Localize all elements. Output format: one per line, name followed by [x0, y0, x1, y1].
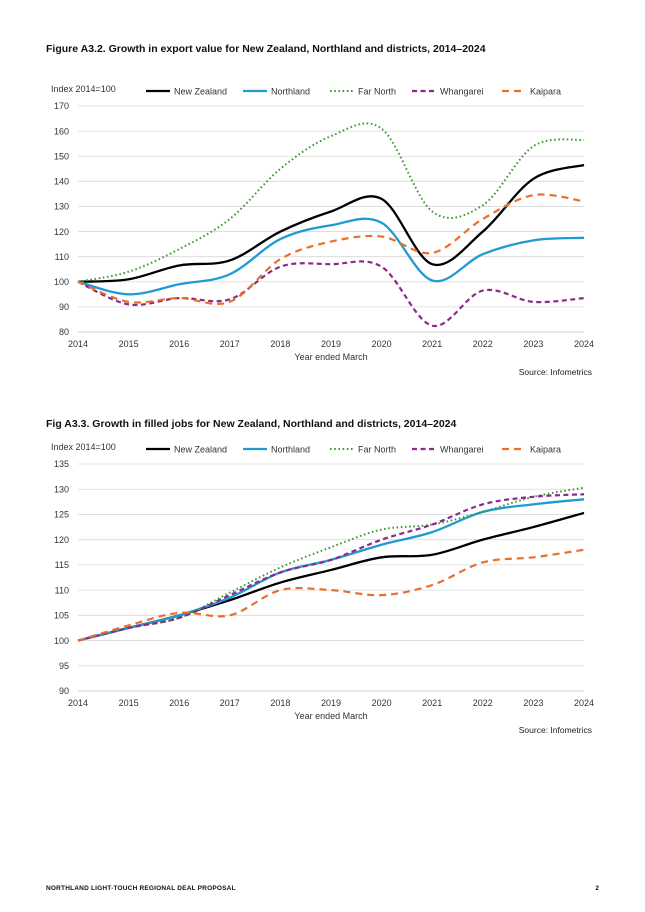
legend-label-new-zealand: New Zealand — [174, 87, 227, 97]
y-tick-label-120: 120 — [54, 535, 69, 545]
x-tick-label-2024: 2024 — [574, 698, 594, 708]
y-tick-label-90: 90 — [59, 686, 69, 696]
y-tick-label-105: 105 — [54, 611, 69, 621]
y-tick-label-130: 130 — [54, 202, 69, 212]
y-tick-label-125: 125 — [54, 510, 69, 520]
x-tick-label-2023: 2023 — [523, 698, 543, 708]
x-tick-label-2014: 2014 — [68, 698, 88, 708]
y-tick-label-150: 150 — [54, 151, 69, 161]
series-line-whangarei — [77, 493, 585, 642]
x-axis-label: Year ended March — [294, 711, 367, 721]
x-axis-label: Year ended March — [294, 352, 367, 362]
x-tick-label-2024: 2024 — [574, 339, 594, 349]
figure-a3-2-title: Figure A3.2. Growth in export value for … — [46, 43, 486, 55]
x-tick-label-2015: 2015 — [119, 339, 139, 349]
x-tick-label-2020: 2020 — [372, 339, 392, 349]
x-tick-label-2016: 2016 — [169, 698, 189, 708]
y-tick-label-130: 130 — [54, 484, 69, 494]
x-tick-label-2021: 2021 — [422, 698, 442, 708]
legend-label-whangarei: Whangarei — [440, 87, 484, 97]
figure-a3-2-source: Source: Infometrics — [518, 367, 592, 377]
y-axis-label: Index 2014=100 — [51, 442, 116, 452]
y-tick-label-95: 95 — [59, 661, 69, 671]
x-tick-label-2020: 2020 — [372, 698, 392, 708]
y-tick-label-100: 100 — [54, 636, 69, 646]
series-line-far-north — [77, 122, 585, 283]
figure-a3-3-title: Fig A3.3. Growth in filled jobs for New … — [46, 418, 457, 430]
x-tick-label-2022: 2022 — [473, 698, 493, 708]
y-tick-label-160: 160 — [54, 126, 69, 136]
figure-a3-3-source: Source: Infometrics — [518, 725, 592, 735]
legend-label-northland: Northland — [271, 87, 310, 97]
y-tick-label-140: 140 — [54, 177, 69, 187]
y-tick-label-135: 135 — [54, 459, 69, 469]
y-axis-label: Index 2014=100 — [51, 84, 116, 94]
series-line-northland — [77, 217, 585, 296]
page-number: 2 — [595, 885, 599, 892]
x-tick-label-2019: 2019 — [321, 339, 341, 349]
y-tick-label-100: 100 — [54, 277, 69, 287]
x-tick-label-2017: 2017 — [220, 698, 240, 708]
legend-label-new-zealand: New Zealand — [174, 445, 227, 455]
document-footer-title: NORTHLAND LIGHT-TOUCH REGIONAL DEAL PROP… — [46, 885, 236, 892]
y-tick-label-110: 110 — [55, 585, 69, 595]
series-line-whangarei — [77, 260, 585, 327]
legend-label-kaipara: Kaipara — [530, 87, 561, 97]
x-tick-label-2018: 2018 — [270, 698, 290, 708]
series-line-kaipara — [77, 193, 585, 306]
legend-label-whangarei: Whangarei — [440, 445, 484, 455]
x-tick-label-2023: 2023 — [523, 339, 543, 349]
legend-label-far-north: Far North — [358, 87, 396, 97]
filled-jobs-chart: Index 2014=100 New Zealand Northland Far No… — [51, 442, 594, 721]
x-tick-label-2015: 2015 — [119, 698, 139, 708]
y-tick-label-90: 90 — [59, 302, 69, 312]
y-tick-label-80: 80 — [59, 327, 69, 337]
series-line-kaipara — [77, 548, 585, 642]
legend-label-northland: Northland — [271, 445, 310, 455]
y-tick-label-170: 170 — [54, 101, 69, 111]
series-line-far-north — [77, 486, 585, 642]
legend-label-far-north: Far North — [358, 445, 396, 455]
x-tick-label-2017: 2017 — [220, 339, 240, 349]
x-tick-label-2014: 2014 — [68, 339, 88, 349]
x-tick-label-2022: 2022 — [473, 339, 493, 349]
x-tick-label-2019: 2019 — [321, 698, 341, 708]
y-tick-label-110: 110 — [55, 252, 69, 262]
export-value-chart: Index 2014=100 New Zealand Northland Far No… — [51, 84, 594, 362]
legend-label-kaipara: Kaipara — [530, 445, 561, 455]
x-tick-label-2016: 2016 — [169, 339, 189, 349]
x-tick-label-2021: 2021 — [422, 339, 442, 349]
y-tick-label-115: 115 — [55, 560, 69, 570]
y-tick-label-120: 120 — [54, 227, 69, 237]
series-line-new-zealand — [77, 163, 585, 283]
x-tick-label-2018: 2018 — [270, 339, 290, 349]
